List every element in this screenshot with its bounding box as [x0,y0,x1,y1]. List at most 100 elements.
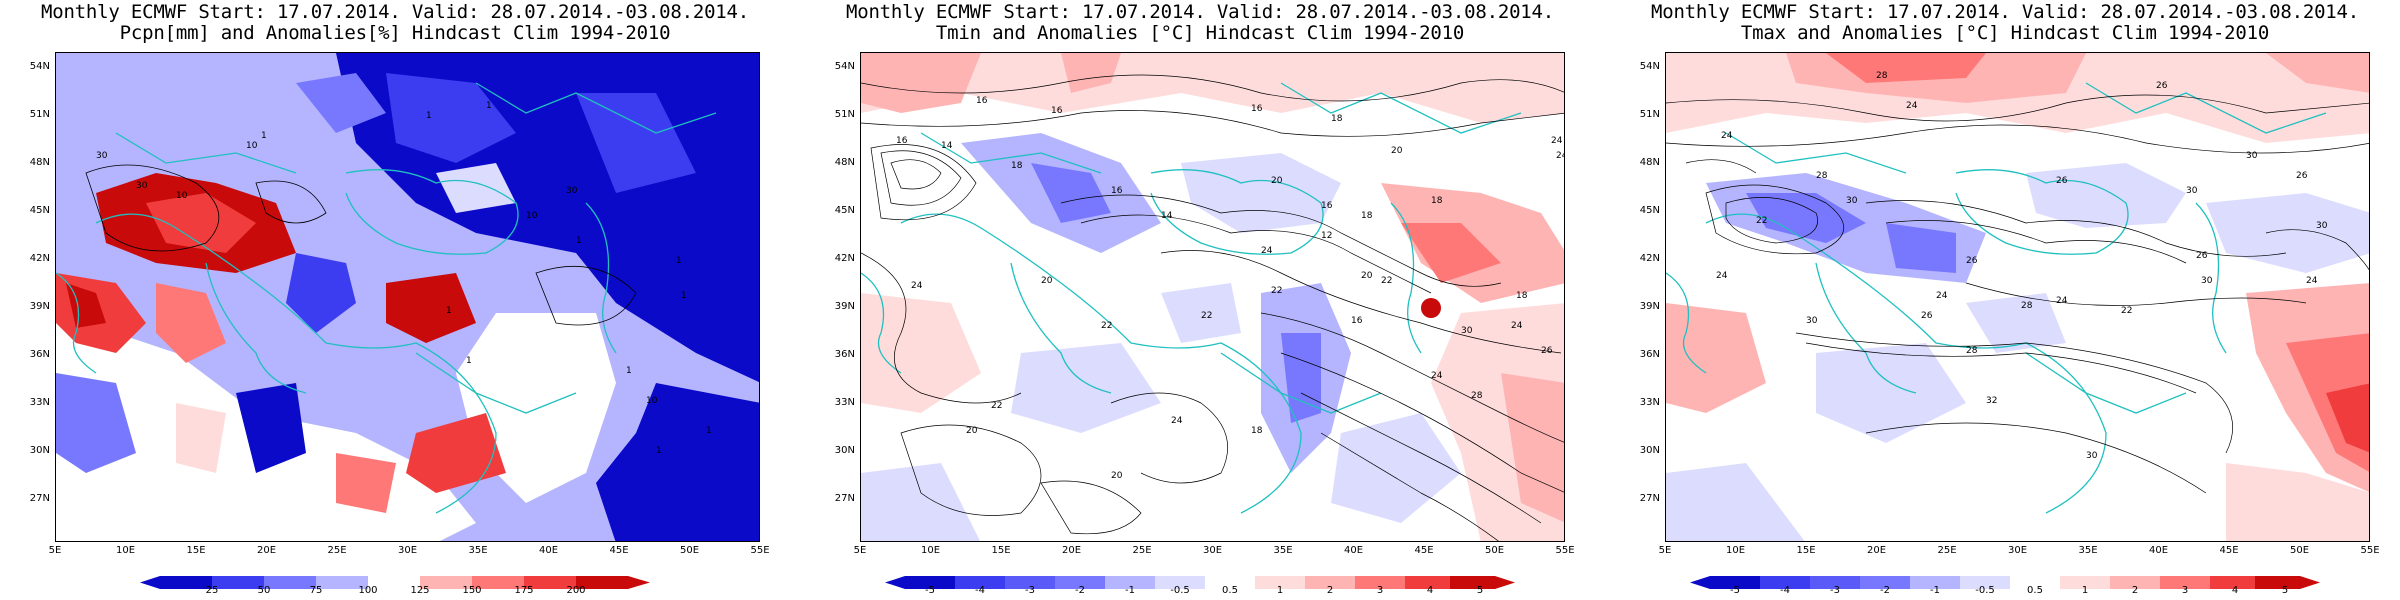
lat-tick-label: 48N [1639,157,1660,169]
colorbar-label: -5 [925,585,935,596]
contour-label: 28 [1966,346,1978,356]
colorbar [885,576,1515,589]
tmin-map-graphic: 16 16 16 18 16 14 18 20 24 24 18 16 14 20 16 18 12 20 22 24… [861,53,1565,541]
lat-tick-label: 39N [29,301,50,313]
contour-label: 24 [1511,321,1523,331]
lat-tick-label: 30N [1639,445,1660,457]
lat-tick-label: 33N [1639,397,1660,409]
lon-tick-label: 55E [750,545,770,556]
precip-map: 30 10 30 10 1 1 1 30 1 10 1 1 1 1 1 10 1 1 [55,52,760,542]
colorbar-label: 0.5 [1222,585,1238,596]
lon-tick-label: 55E [1555,545,1575,556]
contour-label: 18 [1516,291,1528,301]
lon-tick-label: 5E [48,545,62,556]
lat-tick-label: 45N [1639,205,1660,217]
contour-label: 20 [1361,271,1373,281]
contour-label: 28 [1816,171,1828,181]
colorbar-label: 100 [358,585,378,596]
colorbar-label: 2 [2131,585,2139,596]
colorbar-label: -1 [1125,585,1135,596]
contour-label: 30 [1846,196,1858,206]
lon-tick-label: 35E [468,545,488,556]
lat-tick-label: 33N [29,397,50,409]
colorbar-label: 150 [462,585,482,596]
contour-label: 30 [566,186,578,196]
contour-label: 16 [1321,201,1333,211]
colorbar-label: 25 [205,585,219,596]
lon-tick-label: 10E [1725,545,1746,556]
colorbar-label: 125 [410,585,430,596]
lon-tick-label: 20E [1061,545,1082,556]
colorbar-label: 4 [2231,585,2239,596]
colorbar-label: -3 [1025,585,1035,596]
lon-tick-label: 30E [397,545,418,556]
contour-label: 1 [676,256,682,266]
contour-label: 1 [446,306,452,316]
contour-label: 30 [2201,276,2213,286]
contour-label: 1 [426,111,432,121]
contour-label: 22 [1271,286,1282,296]
lat-tick-label: 33N [834,397,855,409]
contour-label: 30 [96,151,108,161]
lon-tick-label: 40E [1343,545,1364,556]
contour-label: 24 [1431,371,1443,381]
lat-tick-label: 42N [834,253,855,265]
panel-title-line1: Monthly ECMWF Start: 17.07.2014. Valid: … [1650,1,2360,23]
contour-label: 1 [681,291,687,301]
colorbar-label: 2 [1326,585,1334,596]
lat-tick-label: 36N [29,349,50,361]
lat-tick-label: 51N [29,109,50,121]
colorbar-label: -1 [1930,585,1940,596]
tmax-panel: Monthly ECMWF Start: 17.07.2014. Valid: … [1610,0,2400,600]
lon-tick-label: 50E [1484,545,1505,556]
contour-label: 20 [966,426,978,436]
lat-tick-label: 48N [29,157,50,169]
colorbar-label: 3 [1376,585,1384,596]
contour-label: 20 [1391,146,1403,156]
contour-label: 18 [1331,114,1343,124]
contour-label: 24 [1556,151,1565,161]
colorbar [1690,576,2320,589]
contour-label: 30 [136,181,148,191]
colorbar-label: -0.5 [1975,585,1995,596]
lon-tick-label: 30E [1202,545,1223,556]
contour-label: 1 [261,131,267,141]
contour-label: 28 [1471,391,1483,401]
contour-label: 1 [706,426,712,436]
lat-tick-label: 42N [1639,253,1660,265]
lon-tick-label: 15E [1796,545,1816,556]
precip-panel: Monthly ECMWF Start: 17.07.2014. Valid: … [0,0,790,600]
contour-label: 24 [1906,101,1918,111]
contour-label: 1 [576,236,582,246]
tmin-panel: Monthly ECMWF Start: 17.07.2014. Valid: … [805,0,1595,600]
contour-label: 28 [1876,71,1888,81]
contour-label: 24 [2306,276,2318,286]
panel-title-line2: Pcpn[mm] and Anomalies[%] Hindcast Clim … [119,22,671,44]
contour-label: 1 [656,446,662,456]
lat-tick-label: 30N [29,445,50,457]
tmax-map: 28 26 24 24 30 26 24 28 30 28 26 30 24 22 26 24 28 26 22 24… [1665,52,2370,542]
lon-tick-label: 5E [1658,545,1672,556]
lat-tick-label: 54N [834,61,855,72]
colorbar-label: 0.5 [2027,585,2043,596]
lat-tick-label: 36N [1639,349,1660,361]
contour-label: 18 [1431,196,1443,206]
colorbar-label: 5 [2281,585,2289,596]
contour-label: 28 [2021,301,2033,311]
contour-label: 22 [1756,216,1767,226]
lon-tick-label: 20E [256,545,277,556]
colorbar [140,576,650,589]
contour-label: 16 [1351,316,1363,326]
lat-tick-label: 30N [834,445,855,457]
lat-tick-label: 27N [834,493,855,505]
contour-label: 22 [1381,276,1392,286]
colorbar-label: 4 [1426,585,1434,596]
contour-label: 30 [2186,186,2198,196]
panel-title-line2: Tmax and Anomalies [°C] Hindcast Clim 19… [1740,22,2270,44]
lon-tick-label: 10E [920,545,941,556]
contour-label: 22 [2121,306,2132,316]
contour-label: 24 [1936,291,1948,301]
contour-label: 26 [2056,176,2068,186]
contour-label: 26 [1541,346,1553,356]
